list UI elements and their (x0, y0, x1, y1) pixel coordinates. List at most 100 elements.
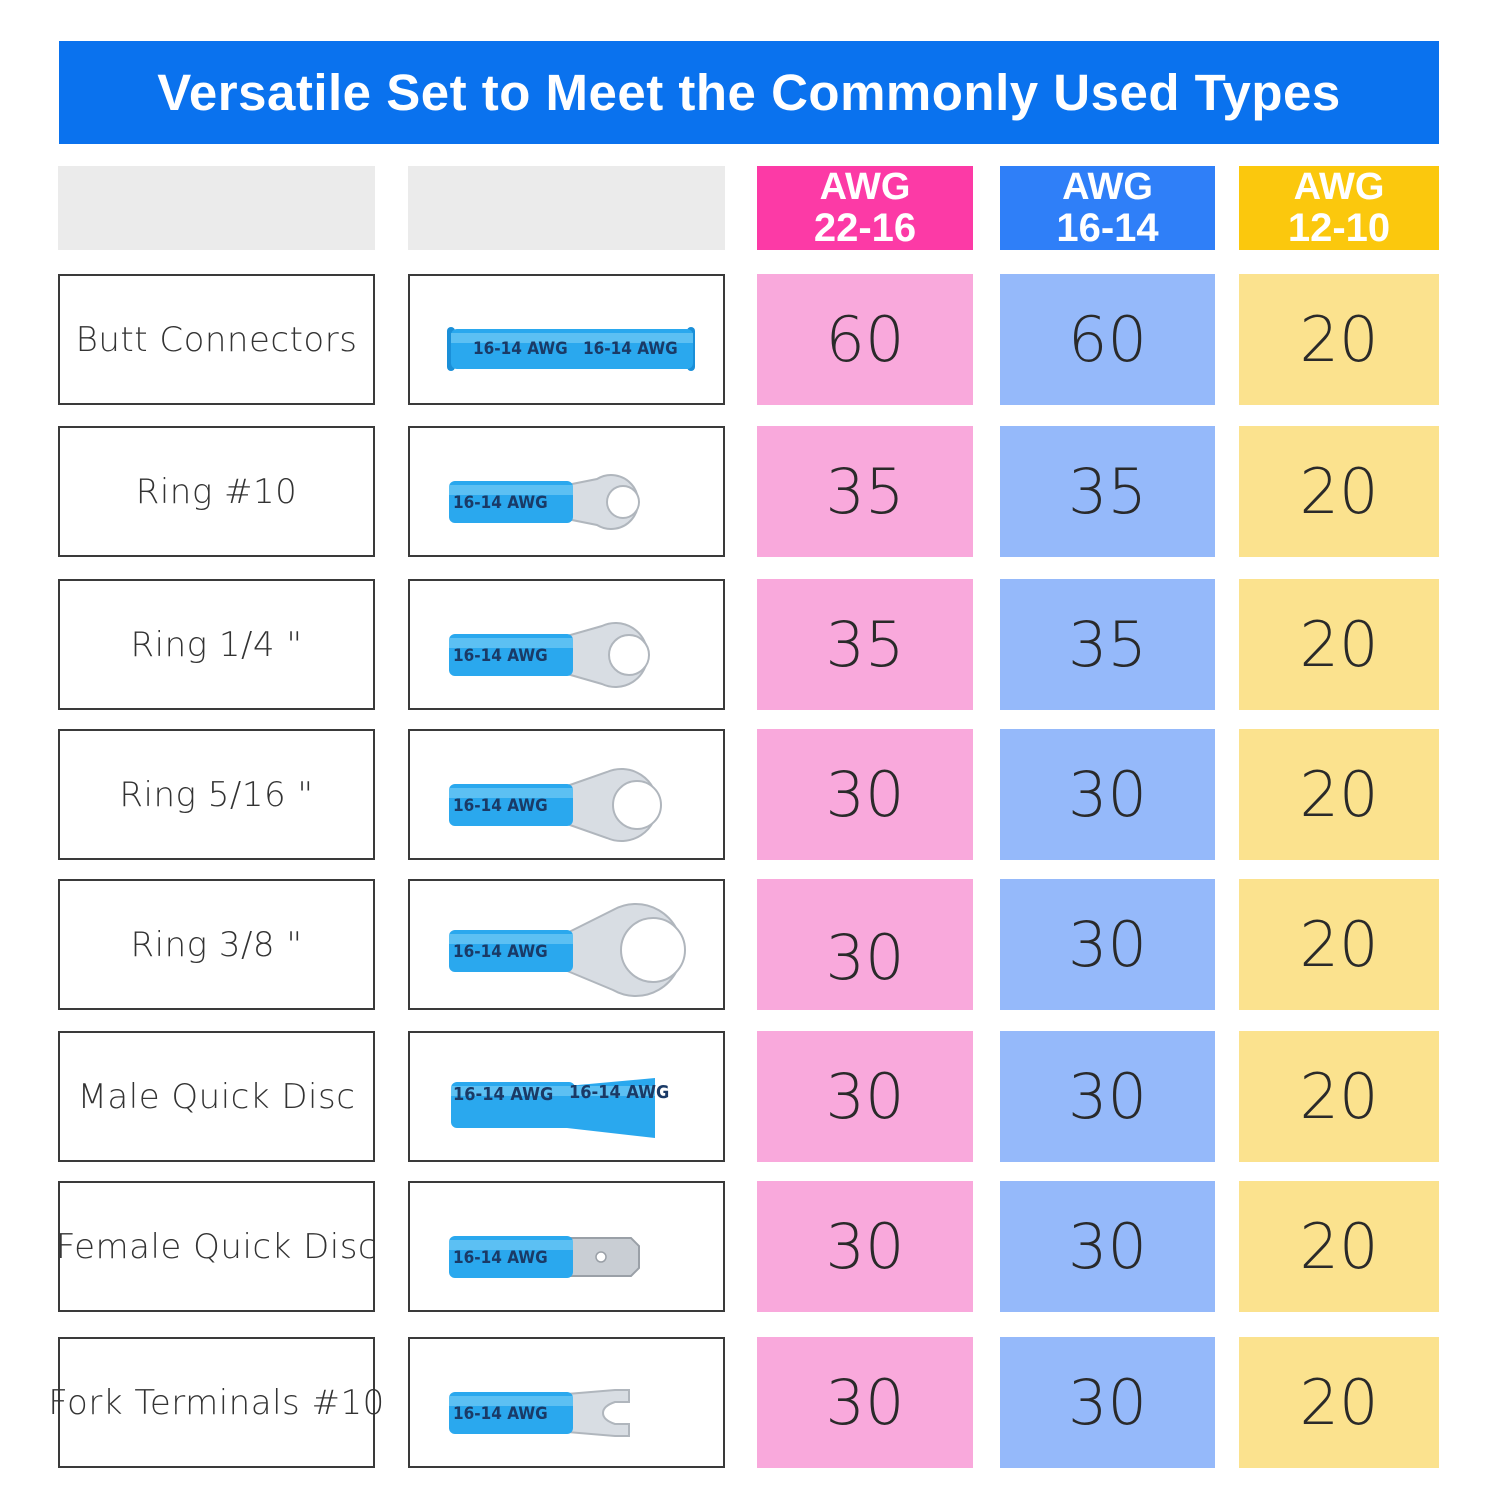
count-value: 30 (825, 1060, 905, 1133)
row-name: Female Quick Disc (55, 1226, 378, 1267)
column-header-awg-12-10: AWG 12-10 (1239, 166, 1439, 250)
sleeve-label: 16-14 AWG (453, 646, 548, 666)
row-image-cell: 16-14 AWG (408, 1337, 725, 1468)
row-name: Male Quick Disc (77, 1076, 356, 1117)
count-cell: 20 (1239, 879, 1439, 1010)
column-header-line2: 12-10 (1287, 206, 1391, 250)
column-header-line1: AWG (1062, 166, 1153, 208)
count-value: 30 (825, 1210, 905, 1283)
row-image-cell: 16-14 AWG (408, 579, 725, 710)
count-value: 20 (1299, 1210, 1379, 1283)
sleeve-label: 16-14 AWG (583, 339, 678, 359)
count-cell: 20 (1239, 1181, 1439, 1312)
row-name-cell: Ring 3/8 " (58, 879, 375, 1010)
count-value: 20 (1299, 758, 1379, 831)
count-cell: 20 (1239, 426, 1439, 557)
count-value: 30 (825, 921, 905, 994)
row-image-cell: 16-14 AWG (408, 1181, 725, 1312)
count-cell: 20 (1239, 274, 1439, 405)
page-title: Versatile Set to Meet the Commonly Used … (157, 64, 1341, 121)
count-value: 20 (1299, 1366, 1379, 1439)
row-image-cell: 16-14 AWG (408, 426, 725, 557)
sleeve-label: 16-14 AWG (453, 493, 548, 513)
column-header-line2: 16-14 (1056, 206, 1159, 250)
ring-terminal-5-16-icon: 16-14 AWG (448, 767, 662, 842)
sleeve-label: 16-14 AWG (453, 1404, 548, 1424)
count-value: 30 (825, 1366, 905, 1439)
count-value: 20 (1299, 303, 1379, 376)
count-value: 30 (1068, 908, 1147, 981)
count-cell: 20 (1239, 579, 1439, 710)
sleeve-label: 16-14 AWG (569, 1082, 669, 1103)
row-image-cell: 16-14 AWG (408, 729, 725, 860)
column-header-line1: AWG (1293, 166, 1385, 208)
count-value: 35 (825, 608, 905, 681)
count-cell: 30 (1000, 729, 1215, 860)
count-value: 35 (1068, 608, 1147, 681)
count-value: 30 (1068, 1060, 1147, 1133)
row-name-cell: Butt Connectors (58, 274, 375, 405)
sleeve-label: 16-14 AWG (453, 796, 548, 816)
row-name: Ring 5/16 " (119, 774, 314, 815)
count-cell: 30 (757, 729, 973, 860)
count-value: 30 (825, 758, 905, 831)
count-cell: 60 (1000, 274, 1215, 405)
count-cell: 30 (757, 1337, 973, 1468)
count-cell: 35 (1000, 579, 1215, 710)
title-banner: Versatile Set to Meet the Commonly Used … (59, 41, 1439, 144)
ring-terminal-10-icon: 16-14 AWG (448, 473, 640, 530)
ring-terminal-3-8-icon: 16-14 AWG (448, 902, 686, 997)
count-value: 30 (1068, 1366, 1147, 1439)
row-name: Ring 1/4 " (130, 624, 303, 665)
count-value: 30 (1068, 1210, 1147, 1283)
count-cell: 30 (1000, 879, 1215, 1010)
header-blank-name (58, 166, 375, 250)
count-value: 30 (1068, 758, 1147, 831)
count-cell: 20 (1239, 1337, 1439, 1468)
sleeve-label: 16-14 AWG (473, 339, 568, 359)
count-value: 20 (1299, 608, 1379, 681)
header-blank-image (408, 166, 725, 250)
count-value: 20 (1299, 1060, 1379, 1133)
row-name: Butt Connectors (75, 319, 358, 360)
sleeve-label: 16-14 AWG (453, 942, 548, 962)
male-quick-disconnect-icon: 16-14 AWG 16-14 AWG (450, 1077, 669, 1138)
column-header-awg-16-14: AWG 16-14 (1000, 166, 1215, 250)
count-cell: 35 (757, 579, 973, 710)
count-value: 60 (1068, 303, 1147, 376)
count-value: 35 (825, 455, 905, 528)
row-name-cell: Female Quick Disc (55, 1181, 378, 1312)
row-name: Fork Terminals #10 (48, 1382, 385, 1423)
count-cell: 30 (1000, 1031, 1215, 1162)
count-value: 60 (825, 303, 905, 376)
row-name: Ring #10 (135, 471, 298, 512)
row-name-cell: Ring 1/4 " (58, 579, 375, 710)
butt-connector-icon: 16-14 AWG 16-14 AWG (446, 326, 695, 371)
column-header-awg-22-16: AWG 22-16 (757, 166, 973, 250)
count-cell: 20 (1239, 729, 1439, 860)
female-quick-disconnect-icon: 16-14 AWG (448, 1235, 640, 1278)
fork-terminal-icon: 16-14 AWG (448, 1388, 630, 1437)
sleeve-label: 16-14 AWG (453, 1248, 548, 1268)
count-cell: 35 (757, 426, 973, 557)
count-cell: 30 (757, 1181, 973, 1312)
count-cell: 30 (1000, 1181, 1215, 1312)
row-name-cell: Fork Terminals #10 (48, 1337, 384, 1468)
count-cell: 20 (1239, 1031, 1439, 1162)
row-name-cell: Male Quick Disc (58, 1031, 375, 1162)
count-cell: 30 (757, 1031, 973, 1162)
count-value: 20 (1299, 908, 1379, 981)
column-header-line1: AWG (819, 166, 911, 208)
count-value: 35 (1068, 455, 1147, 528)
row-image-cell: 16-14 AWG 16-14 AWG (408, 274, 725, 405)
count-cell: 35 (1000, 426, 1215, 557)
count-cell: 60 (757, 274, 973, 405)
row-name-cell: Ring 5/16 " (58, 729, 375, 860)
count-value: 20 (1299, 455, 1379, 528)
row-image-cell: 16-14 AWG 16-14 AWG (408, 1031, 725, 1162)
ring-terminal-quarter-icon: 16-14 AWG (448, 621, 650, 688)
column-header-line2: 22-16 (813, 206, 917, 250)
sleeve-label: 16-14 AWG (453, 1084, 553, 1105)
row-name-cell: Ring #10 (58, 426, 375, 557)
row-image-cell: 16-14 AWG (408, 879, 725, 1010)
